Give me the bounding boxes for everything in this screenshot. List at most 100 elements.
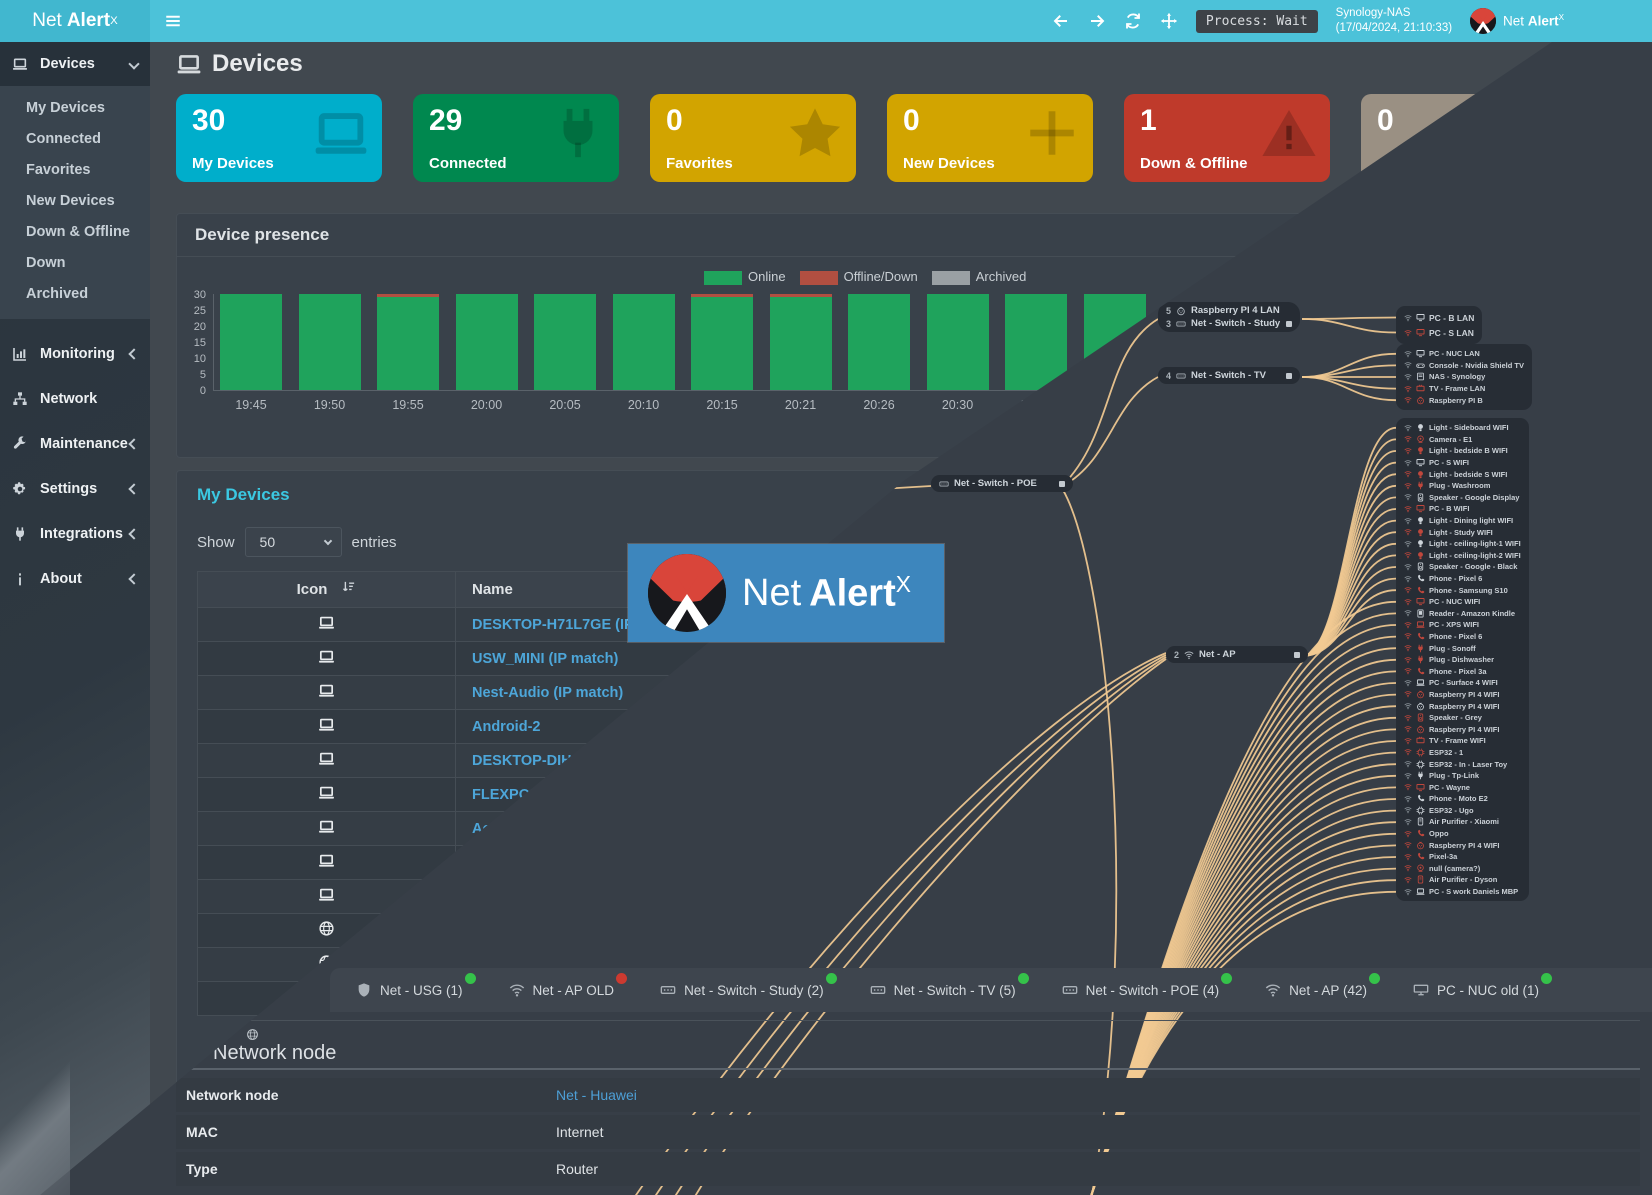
leaf-device[interactable]: PC - NUC WIFI (1404, 596, 1521, 608)
app-logo[interactable]: Net Alert X (0, 0, 150, 42)
summary-card-my-devices[interactable]: 30 My Devices (176, 94, 382, 182)
leaf-device[interactable]: Phone - Pixel 6 (1404, 631, 1521, 643)
column-header-icon[interactable]: Icon (197, 571, 456, 608)
leaf-device[interactable]: PC - S WIFI (1404, 457, 1521, 469)
leaf-device[interactable]: TV - Frame LAN (1404, 383, 1524, 395)
leaf-device[interactable]: Phone - Moto E2 (1404, 793, 1521, 805)
leaf-device[interactable]: Raspberry PI 4 WIFI (1404, 700, 1521, 712)
node-tab-net-switch-study-2-[interactable]: Net - Switch - Study (2) (660, 973, 837, 998)
leaf-device[interactable]: TV - Frame WIFI (1404, 735, 1521, 747)
presence-bar[interactable] (534, 294, 596, 390)
sidebar-item-about[interactable]: About (0, 556, 150, 601)
leaf-device[interactable]: Oppo (1404, 828, 1521, 840)
leaf-device[interactable]: Plug - Tp-Link (1404, 770, 1521, 782)
leaf-device[interactable]: Phone - Pixel 3a (1404, 665, 1521, 677)
leaf-device[interactable]: Plug - Dishwasher (1404, 654, 1521, 666)
leaf-device[interactable]: Light - bedside S WIFI (1404, 468, 1521, 480)
leaf-device[interactable]: Light - Sideboard WIFI (1404, 422, 1521, 434)
sidebar-item-settings[interactable]: Settings (0, 466, 150, 511)
sidebar-item-network[interactable]: Network (0, 376, 150, 421)
hamburger-menu-icon[interactable] (164, 12, 182, 30)
summary-card-down-offline[interactable]: 1 Down & Offline (1124, 94, 1330, 182)
leaf-device[interactable]: null (camera?) (1404, 863, 1521, 875)
sidebar-item-new-devices[interactable]: New Devices (26, 192, 115, 209)
leaf-device[interactable]: PC - S work Daniels MBP (1404, 886, 1521, 898)
sidebar-item-archived[interactable]: Archived (26, 285, 89, 302)
presence-bar[interactable] (691, 294, 753, 390)
leaf-device[interactable]: Light - bedside B WIFI (1404, 445, 1521, 457)
leaf-device[interactable]: Reader - Amazon Kindle (1404, 608, 1521, 620)
back-arrow-icon[interactable] (1052, 12, 1070, 30)
topology-node[interactable]: 5 Raspberry PI 4 LAN 3 Net - Switch - Study (1158, 302, 1300, 332)
node-tab-net-switch-tv-5-[interactable]: Net - Switch - TV (5) (870, 973, 1029, 998)
leaf-device[interactable]: PC - B LAN (1404, 310, 1474, 325)
refresh-icon[interactable] (1124, 12, 1142, 30)
node-tab-net-switch-poe-4-[interactable]: Net - Switch - POE (4) (1062, 973, 1233, 998)
leaf-device[interactable]: Light - Study WIFI (1404, 526, 1521, 538)
node-tab-pc-nuc-old-1-[interactable]: PC - NUC old (1) (1413, 973, 1552, 998)
leaf-device[interactable]: Console - Nvidia Shield TV (1404, 360, 1524, 372)
sidebar-item-devices[interactable]: Devices (0, 42, 150, 86)
leaf-device[interactable]: ESP32 - 1 (1404, 747, 1521, 759)
leaf-device[interactable]: Speaker - Grey (1404, 712, 1521, 724)
node-link[interactable]: Net - Huawei (556, 1087, 637, 1103)
leaf-device[interactable]: Camera - E1 (1404, 434, 1521, 446)
leaf-device[interactable]: Speaker - Google - Black (1404, 561, 1521, 573)
leaf-device[interactable]: Raspberry PI 4 WIFI (1404, 723, 1521, 735)
topology-node[interactable]: 2 Net - AP (1166, 646, 1308, 663)
node-tab-net-ap-42-[interactable]: Net - AP (42) (1265, 973, 1380, 998)
sidebar-item-my-devices[interactable]: My Devices (26, 99, 105, 116)
presence-bar[interactable] (377, 294, 439, 390)
forward-arrow-icon[interactable] (1088, 12, 1106, 30)
node-tab-net-usg-1-[interactable]: Net - USG (1) (356, 973, 476, 998)
leaf-device[interactable]: Air Purifier - Dyson (1404, 874, 1521, 886)
leaf-device[interactable]: ESP32 - In - Laser Toy (1404, 758, 1521, 770)
leaf-device[interactable]: Raspberry PI 4 WIFI (1404, 839, 1521, 851)
presence-bar[interactable] (769, 294, 832, 390)
sidebar-item-down-offline[interactable]: Down & Offline (26, 223, 130, 240)
presence-bar[interactable] (848, 294, 910, 390)
leaf-device[interactable]: Pixel-3a (1404, 851, 1521, 863)
topology-node[interactable]: Net - Switch - POE (931, 475, 1073, 492)
sidebar-item-maintenance[interactable]: Maintenance (0, 421, 150, 466)
sidebar-item-connected[interactable]: Connected (26, 130, 101, 147)
leaf-device[interactable]: Light - ceiling-light-2 WIFI (1404, 550, 1521, 562)
summary-card-new-devices[interactable]: 0 New Devices (887, 94, 1093, 182)
leaf-device[interactable]: Raspberry PI 4 WIFI (1404, 689, 1521, 701)
move-icon[interactable] (1160, 12, 1178, 30)
leaf-device[interactable]: PC - Wayne (1404, 781, 1521, 793)
presence-bar[interactable] (926, 294, 989, 390)
leaf-device[interactable]: Light - ceiling-light-1 WIFI (1404, 538, 1521, 550)
presence-bar[interactable] (220, 294, 282, 390)
presence-bar[interactable] (1005, 294, 1067, 390)
node-tab-net-ap-old[interactable]: Net - AP OLD (509, 973, 628, 998)
leaf-device[interactable]: PC - Surface 4 WIFI (1404, 677, 1521, 689)
sidebar-item-monitoring[interactable]: Monitoring (0, 331, 150, 376)
sidebar-item-down[interactable]: Down (26, 254, 66, 271)
leaf-device[interactable]: Raspberry PI B (1404, 394, 1524, 406)
user-menu[interactable]: Net AlertX (1470, 8, 1564, 34)
entries-select[interactable]: 50 (244, 527, 342, 557)
presence-bar[interactable] (455, 294, 518, 390)
leaf-device[interactable]: Phone - Samsung S10 (1404, 584, 1521, 596)
leaf-device[interactable]: PC - XPS WIFI (1404, 619, 1521, 631)
leaf-device[interactable]: Air Purifier - Xiaomi (1404, 816, 1521, 828)
leaf-device[interactable]: Phone - Pixel 6 (1404, 573, 1521, 585)
topology-node[interactable]: 4 Net - Switch - TV (1158, 367, 1300, 384)
sort-icon[interactable] (341, 580, 356, 599)
leaf-device[interactable]: ESP32 - Ugo (1404, 805, 1521, 817)
leaf-device[interactable]: NAS - Synology (1404, 371, 1524, 383)
leaf-device[interactable]: Speaker - Google Display (1404, 492, 1521, 504)
presence-bar[interactable] (298, 294, 361, 390)
presence-bar[interactable] (612, 294, 675, 390)
leaf-device[interactable]: PC - B WIFI (1404, 503, 1521, 515)
leaf-device[interactable]: PC - S LAN (1404, 325, 1474, 340)
leaf-device[interactable]: PC - NUC LAN (1404, 348, 1524, 360)
leaf-device[interactable]: Light - Dining light WIFI (1404, 515, 1521, 527)
leaf-device[interactable]: Plug - Washroom (1404, 480, 1521, 492)
sidebar-item-favorites[interactable]: Favorites (26, 161, 91, 178)
sidebar-item-integrations[interactable]: Integrations (0, 511, 150, 556)
summary-card-favorites[interactable]: 0 Favorites (650, 94, 856, 182)
leaf-device[interactable]: Plug - Sonoff (1404, 642, 1521, 654)
summary-card-connected[interactable]: 29 Connected (413, 94, 619, 182)
